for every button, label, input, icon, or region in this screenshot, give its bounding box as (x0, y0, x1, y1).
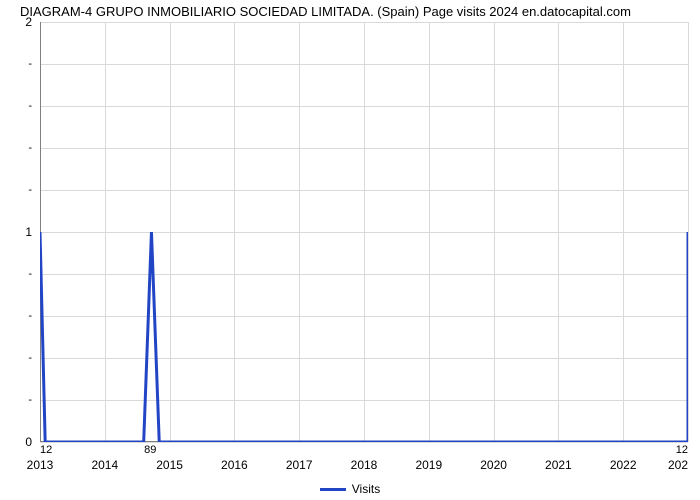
legend-swatch (320, 488, 346, 491)
x-tick-label: 2020 (480, 458, 507, 472)
legend-label: Visits (352, 482, 380, 496)
y-minor-tick: - (28, 394, 32, 406)
x-tick-label: 2018 (351, 458, 378, 472)
y-minor-tick: - (28, 142, 32, 154)
plot-area (40, 22, 688, 442)
gridline-v (688, 22, 689, 442)
x-tick-label: 2016 (221, 458, 248, 472)
visits-line (40, 22, 688, 442)
y-minor-tick: - (28, 310, 32, 322)
y-minor-tick: - (28, 352, 32, 364)
x-tick-label: 2015 (156, 458, 183, 472)
y-tick-label: 2 (25, 15, 32, 29)
sec-left: 12 (40, 444, 52, 456)
y-minor-tick: - (28, 100, 32, 112)
y-axis: 012-------- (0, 22, 36, 442)
y-minor-tick: - (28, 58, 32, 70)
y-minor-tick: - (28, 268, 32, 280)
x-tick-label: 2022 (610, 458, 637, 472)
sec-mid: 89 (144, 444, 156, 456)
x-tick-label: 2013 (27, 458, 54, 472)
legend: Visits (0, 478, 700, 497)
x-tick-label: 202 (668, 458, 688, 472)
x-tick-label: 2021 (545, 458, 572, 472)
secondary-bottom-axis: 12 89 12 (40, 444, 688, 458)
y-tick-label: 0 (25, 435, 32, 449)
x-tick-label: 2014 (91, 458, 118, 472)
legend-item-visits: Visits (320, 482, 380, 496)
y-minor-tick: - (28, 184, 32, 196)
x-tick-label: 2019 (415, 458, 442, 472)
y-tick-label: 1 (25, 225, 32, 239)
sec-right: 12 (676, 444, 688, 456)
x-axis: 2013201420152016201720182019202020212022… (40, 458, 688, 476)
x-tick-label: 2017 (286, 458, 313, 472)
gridline-h (40, 442, 688, 443)
chart-title: DIAGRAM-4 GRUPO INMOBILIARIO SOCIEDAD LI… (20, 4, 692, 19)
